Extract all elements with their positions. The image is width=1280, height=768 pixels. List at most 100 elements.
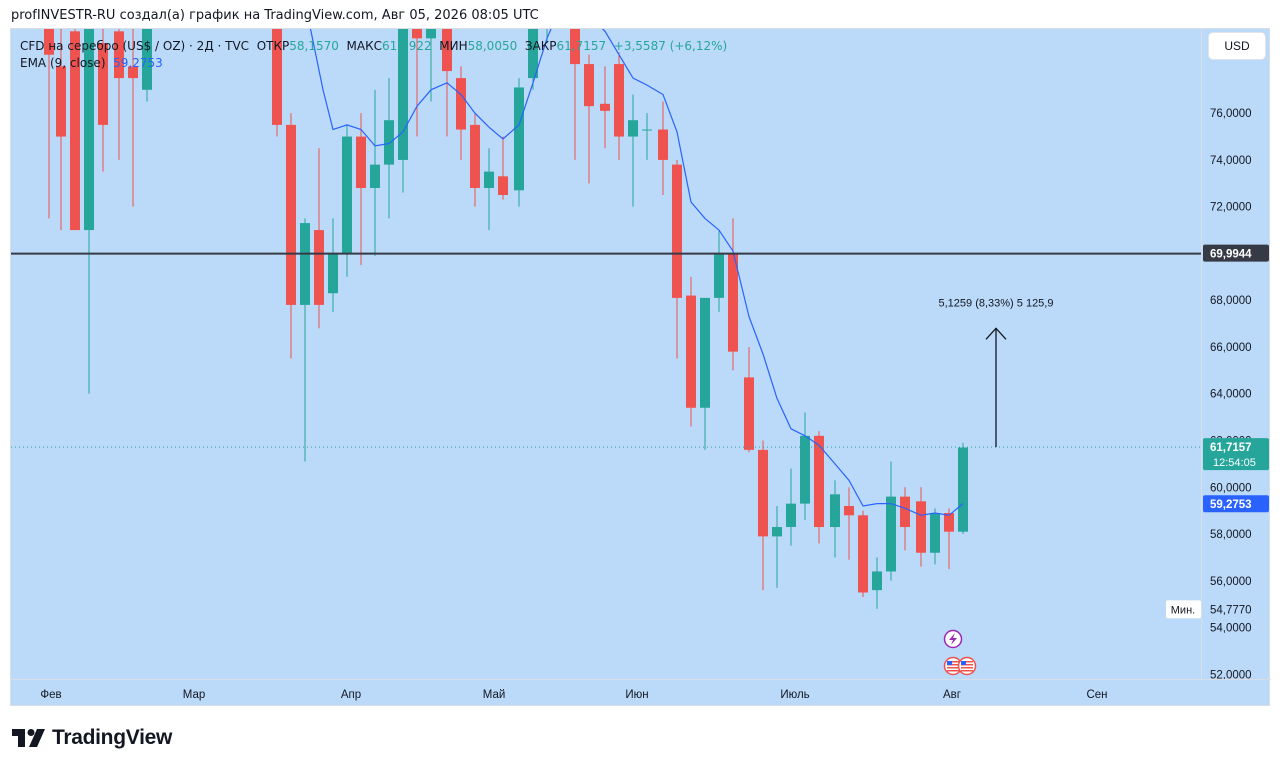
candle[interactable] [356,113,366,266]
price-axis[interactable]: 52,000054,000056,000058,000060,000062,00… [1201,29,1272,681]
candle[interactable] [98,29,108,172]
candle-body [900,496,910,528]
last-price-badge-bg [1203,438,1269,471]
price-axis-svg[interactable]: 52,000054,000056,000058,000060,000062,00… [1202,29,1272,681]
candle[interactable] [56,29,66,231]
candle[interactable] [114,29,124,160]
us-flag-icon[interactable] [957,656,977,676]
candle[interactable] [272,29,282,137]
price-tick-label: 58,0000 [1210,529,1252,541]
level-price-badge-bg [1203,244,1269,262]
candle[interactable] [642,113,652,160]
candle[interactable] [412,29,422,137]
candle[interactable] [758,440,768,591]
candle[interactable] [426,29,436,102]
candle[interactable] [930,508,940,565]
candle[interactable] [328,218,338,312]
candle[interactable] [528,29,538,90]
time-axis-svg[interactable]: Фев Мар Апр Май Июн Июль Авг Сен [11,680,1271,708]
candle[interactable] [700,297,710,450]
candle[interactable] [314,148,324,329]
candle[interactable] [944,508,954,570]
candle[interactable] [844,487,854,560]
min-price-label: 54,7770 [1210,604,1252,616]
time-tick-label: Июль [780,689,809,701]
candle[interactable] [858,510,868,598]
price-tick-label: 64,0000 [1210,389,1252,401]
candle[interactable] [498,136,508,200]
candle-body [584,64,594,107]
candle[interactable] [584,54,594,184]
ema-price-badge: 59,2753 [1210,499,1252,511]
candle[interactable] [600,66,610,149]
candle[interactable] [786,468,796,546]
candle[interactable] [814,431,824,544]
candle[interactable] [628,94,638,207]
us-flag-icon-stripe [947,661,959,663]
candle[interactable] [442,29,452,137]
candle[interactable] [44,29,54,219]
lightning-icon-bolt [949,633,957,645]
candle[interactable] [958,442,968,535]
candle[interactable] [128,29,138,207]
candle-body [658,129,668,160]
candle[interactable] [800,412,810,521]
tradingview-logo[interactable]: TradingView [12,726,172,750]
us-flag-icon-stripe [947,664,959,666]
candle[interactable] [142,29,152,102]
chart-frame[interactable]: 5,1259 (8,33%) 5 125,9 Мин. CFD на серебр… [10,28,1272,707]
ema-line[interactable] [299,29,964,516]
candle-body [128,66,138,79]
candle[interactable] [614,52,624,160]
candle[interactable] [542,29,552,44]
candle[interactable] [714,230,724,312]
measure-label[interactable]: 5,1259 (8,33%) 5 125,9 [939,297,1054,309]
time-tick-label: Фев [40,689,61,701]
candle[interactable] [570,29,580,160]
candle[interactable] [456,66,466,160]
candle[interactable] [370,89,380,256]
candle[interactable] [900,487,910,551]
candle[interactable] [398,29,408,193]
candle[interactable] [470,113,480,207]
candle-body [470,124,480,188]
price-tick-label: 74,0000 [1210,155,1252,167]
candle-body [442,29,452,72]
candle[interactable] [84,29,94,394]
candle-body [814,435,824,528]
candle[interactable] [772,505,782,588]
candle-body [286,124,296,305]
candle-body [300,223,310,305]
plot-layer [44,29,968,609]
candle[interactable] [70,29,80,231]
candle[interactable] [514,78,524,207]
candle[interactable] [886,461,896,581]
currency-button[interactable]: USD [1209,33,1265,59]
candle[interactable] [830,480,840,558]
candle-body [498,176,508,196]
time-tick-label: Авг [943,689,961,701]
candle[interactable] [384,78,394,219]
price-tick-label: 54,0000 [1210,623,1252,635]
candle[interactable] [672,159,682,359]
candle[interactable] [342,124,352,277]
lightning-icon[interactable] [943,629,963,649]
candle-body [872,571,882,591]
candle[interactable] [872,557,882,609]
candle[interactable] [658,101,668,196]
us-flag-icon-stripe [947,667,959,669]
candle[interactable] [916,487,926,567]
candle[interactable] [744,346,754,453]
candle[interactable] [286,113,296,359]
us-flag-icon[interactable] [943,656,963,676]
candle[interactable] [484,148,494,231]
us-flag-icon-stripe [961,670,973,672]
time-axis[interactable]: Фев Мар Апр Май Июн Июль Авг Сен [11,679,1271,707]
candle[interactable] [728,218,738,371]
candle[interactable] [686,276,696,427]
candle-body [800,435,810,504]
candle[interactable] [300,218,310,462]
price-chart-svg[interactable]: 5,1259 (8,33%) 5 125,9 Мин. [11,29,1201,679]
plot-area[interactable]: 5,1259 (8,33%) 5 125,9 Мин. [11,29,1201,679]
candle-body [700,297,710,408]
